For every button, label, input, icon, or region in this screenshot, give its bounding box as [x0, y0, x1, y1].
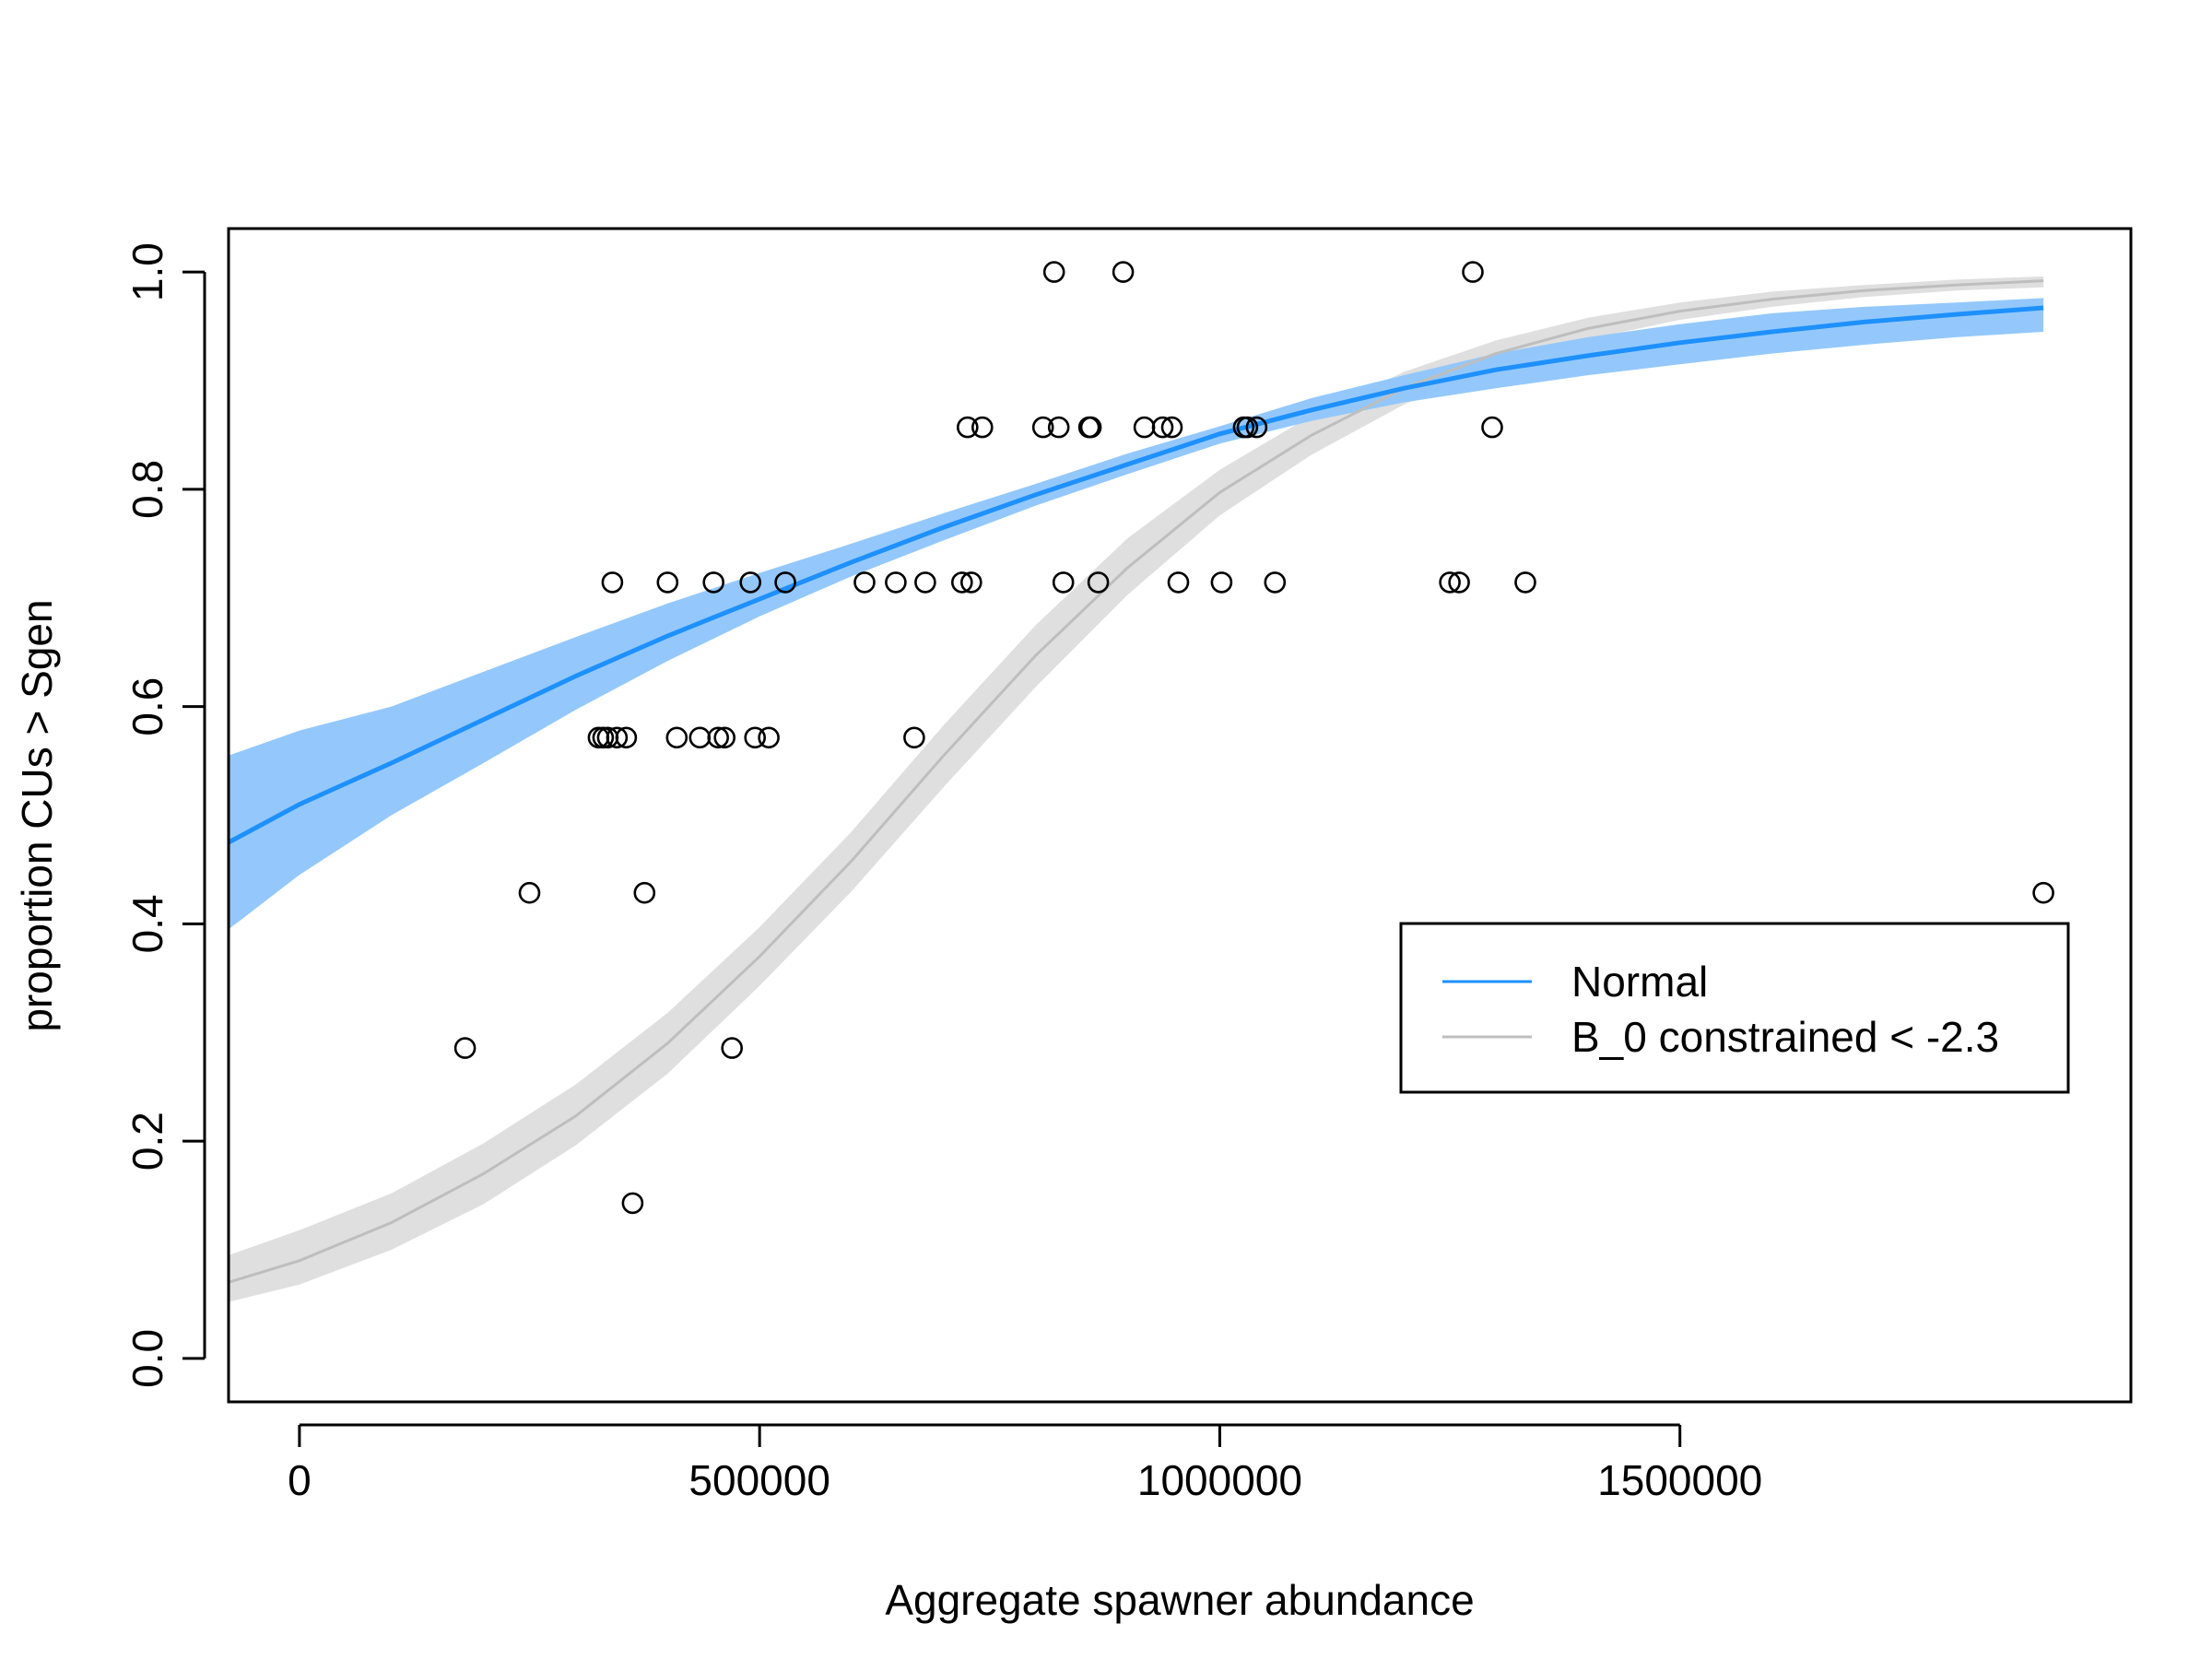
x-tick-label: 1500000: [1597, 1456, 1762, 1504]
plot-frame: [227, 227, 2133, 1404]
data-point: [971, 416, 994, 439]
data-point: [621, 1192, 644, 1215]
data-point: [1047, 416, 1070, 439]
data-point: [1210, 571, 1233, 594]
data-point: [1439, 571, 1461, 594]
data-point: [633, 881, 656, 904]
data-point: [744, 726, 767, 749]
x-axis: 0 500000 1000000 1500000: [288, 1423, 1762, 1504]
data-point: [1245, 416, 1268, 439]
data-point: [656, 571, 679, 594]
data-point: [1031, 416, 1054, 439]
data-point: [1481, 416, 1503, 439]
data-point: [951, 571, 973, 594]
data-point: [853, 571, 876, 594]
data-point: [615, 726, 638, 749]
legend-box: [1399, 922, 2070, 1094]
data-point: [1052, 571, 1075, 594]
band-constrained: [229, 276, 2044, 1302]
x-tick-label: 0: [288, 1456, 312, 1504]
data-point: [453, 1037, 477, 1059]
data-point: [1514, 571, 1536, 594]
y-tick-label: 0.6: [124, 677, 171, 736]
legend-label-constrained: B_0 constrained < -2.3: [1571, 1013, 1999, 1061]
data-point: [1042, 261, 1065, 283]
line-constrained: [228, 279, 2044, 1284]
data-point: [960, 571, 982, 594]
data-point: [914, 571, 936, 594]
y-axis-title: proportion CUs > Sgen: [13, 599, 61, 1031]
data-point: [606, 726, 629, 749]
data-point: [1112, 261, 1135, 283]
y-axis: 0.0 0.2 0.4 0.6 0.8 1.0: [124, 242, 206, 1388]
series-lines: [227, 279, 2044, 1284]
y-tick-label: 0.2: [124, 1112, 171, 1171]
data-points: [453, 261, 2054, 1215]
data-point: [518, 881, 541, 904]
data-point: [957, 416, 979, 439]
data-point: [1167, 571, 1190, 594]
data-point: [2032, 881, 2054, 904]
legend-label-normal: Normal: [1571, 958, 1708, 1006]
data-point: [702, 571, 725, 594]
y-tick-label: 0.0: [124, 1329, 171, 1388]
confidence-bands: [229, 276, 2044, 1302]
data-point: [1264, 571, 1287, 594]
line-normal: [227, 305, 2044, 845]
data-point: [885, 571, 907, 594]
x-tick-label: 500000: [688, 1456, 830, 1504]
data-point: [1079, 416, 1102, 439]
data-point: [713, 726, 736, 749]
data-point: [739, 571, 762, 594]
x-axis-title: Aggregate spawner abundance: [885, 1576, 1474, 1624]
data-point: [758, 726, 780, 749]
x-tick-label: 1000000: [1137, 1456, 1302, 1504]
data-point: [1160, 416, 1183, 439]
data-point: [1087, 571, 1110, 594]
data-point: [1462, 261, 1484, 283]
data-point: [774, 571, 796, 594]
y-tick-label: 0.4: [124, 894, 171, 953]
data-point: [601, 571, 624, 594]
data-point: [665, 726, 688, 749]
data-point: [1236, 416, 1259, 439]
data-point: [1448, 571, 1470, 594]
data-point: [707, 726, 730, 749]
data-point: [1151, 416, 1174, 439]
y-tick-label: 0.8: [124, 460, 171, 519]
y-tick-label: 1.0: [124, 242, 171, 301]
data-point: [721, 1037, 744, 1059]
data-point: [903, 726, 925, 749]
legend: Normal B_0 constrained < -2.3: [1399, 922, 2070, 1094]
